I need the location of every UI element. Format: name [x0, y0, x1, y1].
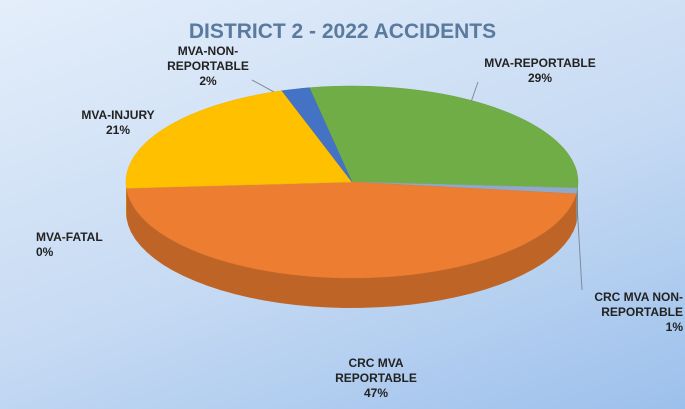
category-label: MVA-REPORTABLE: [484, 56, 596, 70]
category-label: CRC MVA REPORTABLE: [335, 356, 417, 385]
data-label: CRC MVA NON-REPORTABLE 1%: [575, 290, 683, 335]
category-label: MVA-NON-REPORTABLE: [167, 44, 249, 73]
value-label: 1%: [665, 320, 683, 334]
value-label: 29%: [527, 71, 553, 85]
slice-side: [126, 182, 127, 219]
data-label: MVA-NON-REPORTABLE 2%: [162, 44, 254, 89]
slice: [126, 181, 577, 279]
value-label: 47%: [363, 386, 389, 400]
slice-side: [126, 188, 577, 308]
data-label: MVA-INJURY 21%: [68, 108, 168, 138]
category-label: CRC MVA NON-REPORTABLE: [594, 290, 683, 319]
data-label: MVA-REPORTABLE 29%: [470, 56, 610, 86]
pie-sides: [126, 182, 578, 308]
value-label: 0%: [36, 245, 54, 259]
data-label: CRC MVA REPORTABLE 47%: [316, 356, 436, 401]
slice: [308, 85, 579, 189]
slice: [125, 90, 353, 189]
slice-side: [576, 187, 578, 224]
chart-title: DISTRICT 2 - 2022 ACCIDENTS: [188, 20, 497, 43]
slice: [281, 87, 353, 183]
value-label: 21%: [105, 123, 131, 137]
pie-tops: [125, 85, 579, 279]
data-label: MVA-FATAL 0%: [36, 230, 116, 260]
category-label: MVA-FATAL: [36, 230, 103, 244]
category-label: MVA-INJURY: [81, 108, 155, 122]
value-label: 2%: [199, 74, 217, 88]
